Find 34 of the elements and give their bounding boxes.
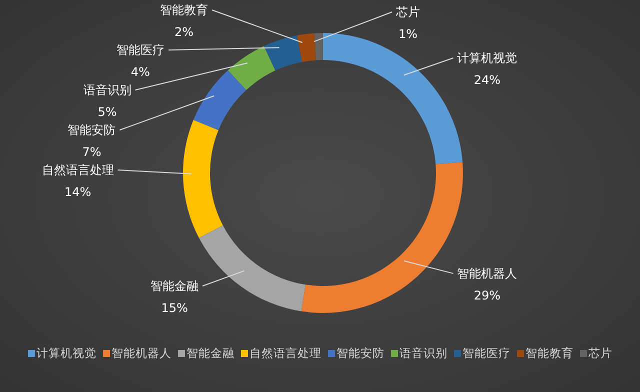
legend-label: 智能教育 — [526, 346, 574, 361]
legend-label: 计算机视觉 — [36, 346, 96, 361]
slice-label: 自然语言处理 — [42, 163, 114, 177]
slice-label: 智能金融 — [150, 279, 199, 294]
legend-label: 智能金融 — [186, 346, 234, 361]
data-label: 15% — [161, 301, 188, 316]
donut-slice — [314, 33, 323, 60]
data-label: 2% — [174, 25, 194, 39]
donut-slice — [264, 35, 302, 71]
data-label: 5% — [98, 105, 117, 119]
legend-label: 智能安防 — [336, 346, 384, 361]
legend-label: 自然语言处理 — [250, 346, 322, 361]
data-label: 1% — [398, 27, 418, 41]
data-label: 29% — [474, 288, 501, 302]
legend-label: 芯片 — [588, 346, 612, 361]
donut-slice — [228, 46, 276, 90]
slice-label: 智能机器人 — [457, 266, 518, 280]
legend-label: 智能医疗 — [462, 346, 510, 361]
slice-label: 智能安防 — [68, 123, 116, 137]
donut-slice — [297, 33, 316, 62]
slice-label: 芯片 — [395, 5, 420, 19]
data-label: 14% — [64, 185, 92, 199]
data-label: 7% — [82, 145, 102, 159]
donut-slice — [198, 225, 306, 312]
data-label: 24% — [474, 73, 501, 87]
legend-label: 智能机器人 — [112, 346, 172, 361]
slice-label: 计算机视觉 — [457, 51, 518, 65]
donut-slice — [183, 120, 223, 238]
slice-label: 语音识别 — [83, 83, 132, 97]
slice-label: 智能教育 — [160, 3, 208, 17]
data-label: 4% — [130, 65, 150, 79]
slice-label: 智能医疗 — [116, 43, 164, 57]
donut-slice — [193, 70, 246, 130]
legend-label: 语音识别 — [400, 346, 448, 361]
